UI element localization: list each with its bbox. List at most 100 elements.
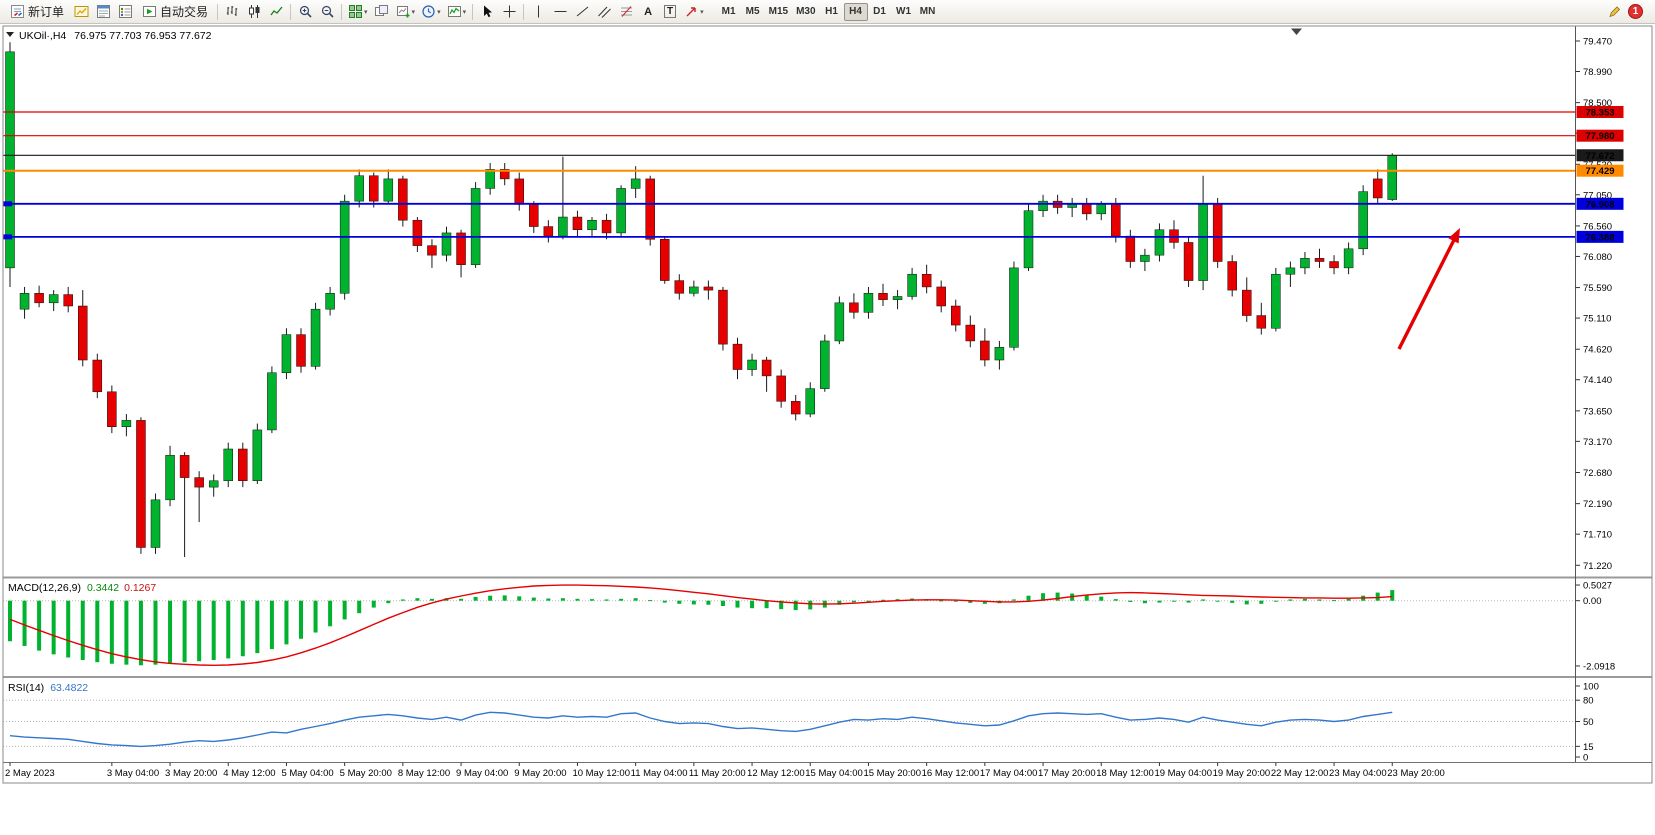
notification-badge[interactable]: 1 [1628, 4, 1643, 19]
macd-signal-line [9, 584, 1393, 667]
svg-text:71.710: 71.710 [1583, 530, 1612, 541]
timeframe-mn-button[interactable]: MN [919, 6, 936, 17]
svg-text:11 May 20:00: 11 May 20:00 [689, 768, 746, 779]
symbol-dropdown-icon[interactable] [6, 32, 14, 37]
navigator-button[interactable] [114, 2, 136, 22]
svg-text:80: 80 [1583, 696, 1594, 707]
svg-text:72.680: 72.680 [1583, 468, 1612, 479]
indicators-button[interactable]: ▾ [444, 2, 470, 22]
vertical-line-icon [531, 4, 546, 19]
timeframe-h4-button[interactable]: H4 [843, 2, 868, 21]
tile-windows-button[interactable]: ▾ [345, 2, 371, 22]
svg-text:0: 0 [1583, 753, 1588, 764]
timeframe-m5-button[interactable]: M5 [745, 6, 760, 17]
svg-text:10 May 12:00: 10 May 12:00 [572, 768, 630, 779]
svg-text:77.980: 77.980 [1585, 131, 1614, 142]
timeframe-m1-button[interactable]: M1 [721, 6, 736, 17]
rsi-axis[interactable]: 100 80 50 150 [1575, 682, 1599, 764]
svg-text:77.050: 77.050 [1583, 190, 1612, 201]
svg-text:79.470: 79.470 [1583, 37, 1612, 48]
arrow-tool-icon [684, 4, 699, 19]
vertical-line-tool-button[interactable] [527, 2, 549, 22]
navigator-icon [118, 4, 133, 19]
rsi-title: RSI(14) 63.4822 [8, 682, 88, 694]
svg-text:74.620: 74.620 [1583, 345, 1612, 356]
toolbar-right-group: 1 [1607, 4, 1651, 19]
macd-axis[interactable]: 0.5027 0.00 -2.0918 [1575, 581, 1616, 673]
arrows-tool-button[interactable]: ▾ [681, 2, 707, 22]
symbol-label: UKOil·,H4 [19, 30, 66, 42]
cursor-icon [480, 4, 495, 19]
toolbar-separator [523, 3, 525, 20]
svg-text:77.429: 77.429 [1585, 166, 1614, 177]
new-order-icon [10, 4, 25, 19]
trend-arrow[interactable] [1397, 228, 1460, 350]
svg-text:18 May 12:00: 18 May 12:00 [1096, 768, 1154, 779]
svg-text:50: 50 [1583, 717, 1594, 728]
rsi-line [9, 711, 1393, 748]
svg-text:15 May 04:00: 15 May 04:00 [805, 768, 863, 779]
svg-text:75.110: 75.110 [1583, 314, 1611, 325]
bar-chart-button[interactable] [221, 2, 243, 22]
svg-text:76.080: 76.080 [1583, 252, 1612, 263]
svg-text:2 May 2023: 2 May 2023 [5, 768, 55, 779]
rsi-value: 63.4822 [50, 682, 88, 694]
toolbar-separator [472, 3, 474, 20]
new-order-label: 新订单 [28, 5, 65, 19]
cascade-windows-button[interactable] [371, 2, 393, 22]
svg-text:-2.0918: -2.0918 [1583, 661, 1615, 672]
svg-text:12 May 12:00: 12 May 12:00 [747, 768, 805, 779]
timeframe-w1-button[interactable]: W1 [896, 6, 912, 17]
horizontal-line-icon [553, 4, 568, 19]
svg-text:0.5027: 0.5027 [1583, 581, 1612, 592]
macd-histogram [8, 590, 1395, 666]
zoom-out-button[interactable] [316, 2, 338, 22]
horizontal-line-tool-button[interactable] [549, 2, 571, 22]
channel-tool-button[interactable] [593, 2, 615, 22]
zoom-in-button[interactable] [294, 2, 316, 22]
timeframe-m30-button[interactable]: M30 [796, 6, 816, 17]
crosshair-button[interactable] [498, 2, 520, 22]
trendline-tool-button[interactable] [571, 2, 593, 22]
auto-trading-button[interactable]: 自动交易 [136, 2, 214, 22]
svg-text:5 May 04:00: 5 May 04:00 [281, 768, 333, 779]
chart-area[interactable]: 79.47078.99078.50078.02077.53077.05076.5… [0, 24, 1655, 830]
time-axis[interactable]: 2 May 2023 3 May 04:00 3 May 20:00 4 May 12… [5, 762, 1445, 780]
macd-title: MACD(12,26,9) 0.3442 0.1267 [8, 582, 156, 594]
text-tool-button[interactable]: A [637, 2, 659, 22]
svg-text:76.908: 76.908 [1585, 199, 1614, 210]
cursor-button[interactable] [476, 2, 498, 22]
periods-button[interactable]: ▾ [418, 2, 444, 22]
line-chart-button[interactable] [265, 2, 287, 22]
toolbar-separator [341, 3, 343, 20]
new-chart-button[interactable]: ▾ [393, 2, 419, 22]
pencil-icon[interactable] [1607, 4, 1622, 19]
svg-text:16 May 12:00: 16 May 12:00 [922, 768, 980, 779]
fibonacci-icon [619, 4, 634, 19]
svg-text:19 May 20:00: 19 May 20:00 [1213, 768, 1271, 779]
horizontal-level-lines[interactable] [3, 111, 1575, 240]
svg-text:100: 100 [1583, 682, 1599, 693]
market-watch-button[interactable] [92, 2, 114, 22]
tile-windows-icon [348, 4, 363, 19]
dropdown-caret-icon: ▾ [700, 8, 704, 16]
chart-shift-marker-icon[interactable] [1291, 28, 1302, 36]
candles [5, 42, 1397, 558]
profiles-button[interactable] [70, 2, 92, 22]
fibonacci-tool-button[interactable] [615, 2, 637, 22]
svg-text:77.672: 77.672 [1585, 151, 1614, 162]
candlestick-chart-button[interactable] [243, 2, 265, 22]
svg-text:78.353: 78.353 [1585, 107, 1614, 118]
profiles-icon [74, 4, 89, 19]
timeframe-d1-button[interactable]: D1 [873, 6, 886, 17]
svg-text:72.190: 72.190 [1583, 499, 1612, 510]
svg-text:5 May 20:00: 5 May 20:00 [340, 768, 392, 779]
cascade-windows-icon [374, 4, 389, 19]
new-order-button[interactable]: 新订单 [4, 2, 70, 22]
auto-trading-icon [142, 4, 157, 19]
timeframe-h1-button[interactable]: H1 [825, 6, 838, 17]
timeframe-m15-button[interactable]: M15 [768, 6, 789, 17]
text-label-tool-button[interactable]: T [659, 2, 681, 22]
svg-text:9 May 20:00: 9 May 20:00 [514, 768, 566, 779]
toolbar-separator [290, 3, 292, 20]
